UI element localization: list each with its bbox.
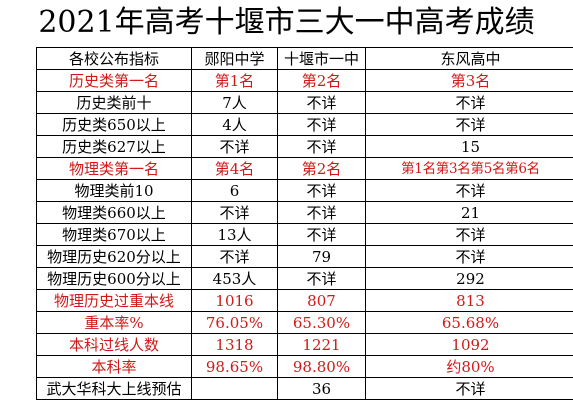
cell-yunyang[interactable]: 13人 bbox=[191, 223, 278, 246]
cell-shiyan-no1[interactable]: 不详 bbox=[277, 201, 366, 224]
cell-dongfeng[interactable]: 813 bbox=[365, 289, 573, 312]
cell-yunyang[interactable] bbox=[191, 377, 278, 400]
row-label-cell[interactable]: 物理历史过重本线 bbox=[36, 289, 192, 312]
cell-shiyan-no1[interactable]: 不详 bbox=[277, 135, 366, 158]
cell-yunyang[interactable]: 453人 bbox=[191, 267, 278, 290]
cell-shiyan-no1[interactable]: 98.80% bbox=[277, 355, 366, 378]
cell-dongfeng[interactable]: 292 bbox=[365, 267, 573, 290]
row-label-cell[interactable]: 武大华科大上线预估 bbox=[36, 377, 192, 400]
cell-shiyan-no1[interactable]: 不详 bbox=[277, 223, 366, 246]
table-row: 物理历史600分以上 453人 不详 292 bbox=[36, 267, 573, 290]
cell-shiyan-no1[interactable]: 不详 bbox=[277, 91, 366, 114]
cell-yunyang[interactable]: 不详 bbox=[191, 135, 278, 158]
row-label-cell[interactable]: 物理类前10 bbox=[36, 179, 192, 202]
cell-dongfeng[interactable]: 不详 bbox=[365, 179, 573, 202]
table-row: 物理类前10 6 不详 不详 bbox=[36, 179, 573, 202]
row-label-cell[interactable]: 本科过线人数 bbox=[36, 333, 192, 356]
header-cell-yunyang[interactable]: 郧阳中学 bbox=[191, 47, 278, 70]
cell-dongfeng[interactable]: 1092 bbox=[365, 333, 573, 356]
row-label-cell[interactable]: 重本率% bbox=[36, 311, 192, 334]
table-row: 物理历史620分以上 不详 79 不详 bbox=[36, 245, 573, 268]
cell-yunyang[interactable]: 7人 bbox=[191, 91, 278, 114]
cell-dongfeng[interactable]: 不详 bbox=[365, 245, 573, 268]
table-row: 历史类650以上 4人 不详 不详 bbox=[36, 113, 573, 136]
cell-shiyan-no1[interactable]: 不详 bbox=[277, 179, 366, 202]
cell-shiyan-no1[interactable]: 不详 bbox=[277, 267, 366, 290]
cell-dongfeng[interactable]: 65.68% bbox=[365, 311, 573, 334]
cell-dongfeng[interactable]: 21 bbox=[365, 201, 573, 224]
cell-shiyan-no1[interactable]: 36 bbox=[277, 377, 366, 400]
table-row: 物理类670以上 13人 不详 不详 bbox=[36, 223, 573, 246]
row-label-cell[interactable]: 本科率 bbox=[36, 355, 192, 378]
cell-shiyan-no1[interactable]: 不详 bbox=[277, 113, 366, 136]
table-row: 历史类627以上 不详 不详 15 bbox=[36, 135, 573, 158]
table-row: 历史类第一名 第1名 第2名 第3名 bbox=[36, 69, 573, 92]
cell-yunyang[interactable]: 不详 bbox=[191, 245, 278, 268]
scores-table: 各校公布指标 郧阳中学 十堰市一中 东风高中 历史类第一名 第1名 第2名 第3名 历史… bbox=[36, 47, 573, 400]
cell-yunyang[interactable]: 不详 bbox=[191, 201, 278, 224]
cell-dongfeng[interactable]: 第3名 bbox=[365, 69, 573, 92]
row-label-cell[interactable]: 历史类第一名 bbox=[36, 69, 192, 92]
row-label-cell[interactable]: 物理历史620分以上 bbox=[36, 245, 192, 268]
page-title: 2021年高考十堰市三大一中高考成绩 bbox=[38, 5, 535, 40]
table-row: 物理历史过重本线 1016 807 813 bbox=[36, 289, 573, 312]
cell-shiyan-no1[interactable]: 79 bbox=[277, 245, 366, 268]
header-cell-dongfeng[interactable]: 东风高中 bbox=[365, 47, 573, 70]
row-label-cell[interactable]: 物理类660以上 bbox=[36, 201, 192, 224]
cell-yunyang[interactable]: 6 bbox=[191, 179, 278, 202]
cell-shiyan-no1[interactable]: 65.30% bbox=[277, 311, 366, 334]
cell-yunyang[interactable]: 第1名 bbox=[191, 69, 278, 92]
cell-dongfeng[interactable]: 不详 bbox=[365, 91, 573, 114]
table-row: 物理类第一名 第4名 第2名 第1名第3名第5名第6名 bbox=[36, 157, 573, 180]
cell-yunyang[interactable]: 98.65% bbox=[191, 355, 278, 378]
cell-shiyan-no1[interactable]: 第2名 bbox=[277, 157, 366, 180]
cell-yunyang[interactable]: 第4名 bbox=[191, 157, 278, 180]
table-row: 物理类660以上 不详 不详 21 bbox=[36, 201, 573, 224]
cell-dongfeng[interactable]: 不详 bbox=[365, 113, 573, 136]
table-header-row: 各校公布指标 郧阳中学 十堰市一中 东风高中 bbox=[36, 47, 573, 70]
row-label-cell[interactable]: 历史类650以上 bbox=[36, 113, 192, 136]
row-label-cell[interactable]: 物理类第一名 bbox=[36, 157, 192, 180]
cell-dongfeng[interactable]: 不详 bbox=[365, 377, 573, 400]
row-label-cell[interactable]: 历史类前十 bbox=[36, 91, 192, 114]
table-row: 本科过线人数 1318 1221 1092 bbox=[36, 333, 573, 356]
table-row: 本科率 98.65% 98.80% 约80% bbox=[36, 355, 573, 378]
cell-shiyan-no1[interactable]: 第2名 bbox=[277, 69, 366, 92]
cell-yunyang[interactable]: 1318 bbox=[191, 333, 278, 356]
header-cell-shiyan-no1[interactable]: 十堰市一中 bbox=[277, 47, 366, 70]
cell-dongfeng[interactable]: 不详 bbox=[365, 223, 573, 246]
table-row: 历史类前十 7人 不详 不详 bbox=[36, 91, 573, 114]
cell-yunyang[interactable]: 76.05% bbox=[191, 311, 278, 334]
table-row: 重本率% 76.05% 65.30% 65.68% bbox=[36, 311, 573, 334]
row-label-cell[interactable]: 物理历史600分以上 bbox=[36, 267, 192, 290]
row-label-cell[interactable]: 历史类627以上 bbox=[36, 135, 192, 158]
cell-shiyan-no1[interactable]: 1221 bbox=[277, 333, 366, 356]
row-label-cell[interactable]: 物理类670以上 bbox=[36, 223, 192, 246]
header-cell-metric[interactable]: 各校公布指标 bbox=[36, 47, 192, 70]
cell-dongfeng[interactable]: 15 bbox=[365, 135, 573, 158]
cell-yunyang[interactable]: 4人 bbox=[191, 113, 278, 136]
cell-yunyang[interactable]: 1016 bbox=[191, 289, 278, 312]
cell-dongfeng[interactable]: 约80% bbox=[365, 355, 573, 378]
cell-shiyan-no1[interactable]: 807 bbox=[277, 289, 366, 312]
table-row: 武大华科大上线预估 36 不详 bbox=[36, 377, 573, 400]
cell-dongfeng[interactable]: 第1名第3名第5名第6名 bbox=[365, 157, 573, 180]
